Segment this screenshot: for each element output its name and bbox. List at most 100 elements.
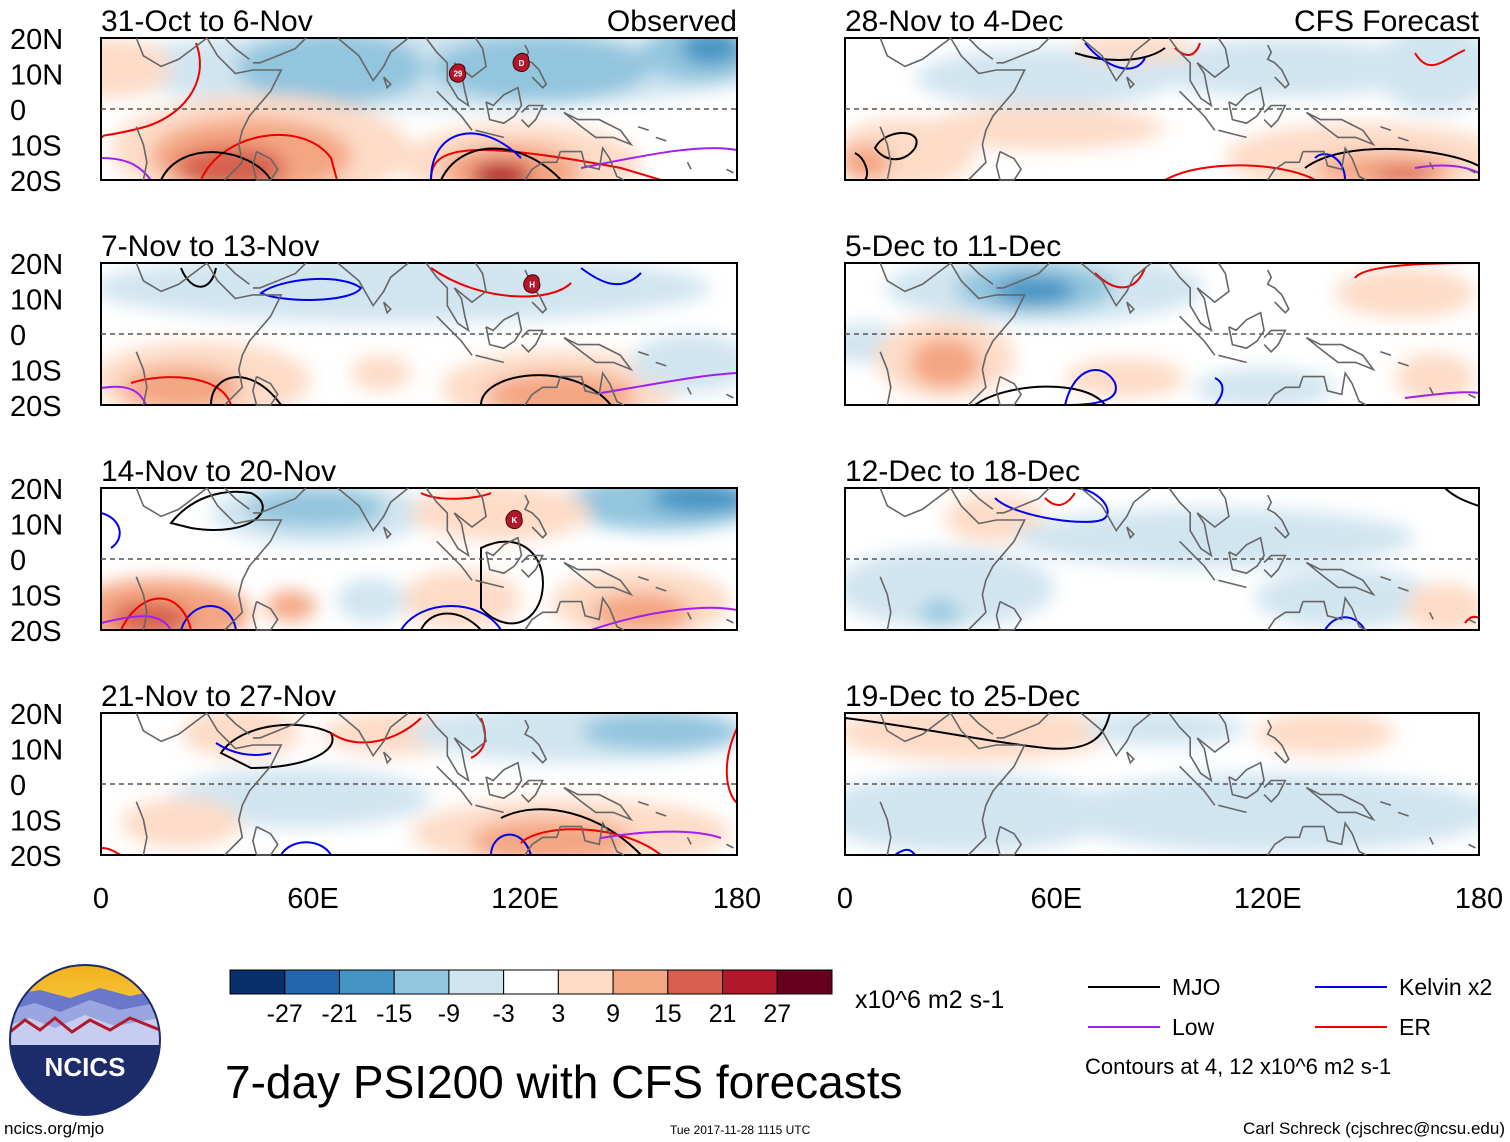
coastline — [1380, 351, 1392, 357]
coastline — [1179, 765, 1216, 806]
coastline — [1468, 168, 1476, 174]
coastline — [475, 129, 504, 139]
coastline — [560, 820, 625, 856]
coastline — [637, 801, 649, 807]
map-panel: 12-Dec to 18-Dec — [844, 455, 1480, 631]
coastline — [224, 262, 250, 285]
storm-label: H — [529, 280, 535, 289]
map-panel: 28-Nov to 4-Dec CFS Forecast — [844, 5, 1480, 181]
coastline — [1468, 843, 1476, 849]
latitude-labels: 20N10N010S20S20N10N010S20S20N10N010S20S2… — [10, 24, 63, 873]
coastline — [1263, 554, 1287, 578]
lat-tick-label: 0 — [10, 770, 26, 802]
coastline — [425, 262, 487, 333]
coastline — [337, 262, 409, 308]
coastline — [475, 354, 504, 364]
coastline — [524, 151, 562, 181]
coastline — [879, 262, 952, 293]
colorbar-swatch — [338, 969, 395, 995]
coastline — [485, 536, 523, 575]
coastline — [1266, 44, 1290, 89]
panel-title: 7-Nov to 13-Nov — [101, 230, 319, 263]
coastline — [996, 37, 1050, 64]
coastline — [135, 262, 208, 293]
coastline — [1080, 262, 1152, 308]
colorbar-label: 9 — [606, 1000, 620, 1028]
coastline — [1228, 311, 1265, 350]
coastline — [135, 126, 148, 181]
colorbar: -27 -21 -15 -9 -3 3 9 15 21 27 — [229, 969, 833, 1028]
coastline — [1179, 540, 1216, 581]
forecast-label: CFS Forecast — [1294, 5, 1480, 38]
coastline — [560, 145, 625, 181]
coastline — [1302, 145, 1367, 181]
panel-title: 28-Nov to 4-Dec — [845, 5, 1063, 38]
coastline — [563, 336, 634, 372]
panel-title: 19-Dec to 25-Dec — [845, 680, 1080, 713]
coastline — [224, 712, 250, 735]
coastline — [560, 595, 625, 631]
colorbar-label: -15 — [376, 1000, 412, 1028]
observed-label: Observed — [607, 5, 737, 38]
lat-tick-label: 0 — [10, 545, 26, 577]
lon-tick-label: 60E — [1030, 883, 1082, 915]
coastline — [996, 712, 1050, 739]
coastline — [560, 370, 625, 406]
legend-item: Low — [1088, 1014, 1215, 1040]
coastline — [337, 487, 409, 533]
colorbar-label: 27 — [763, 1000, 791, 1028]
coastline — [1305, 786, 1376, 822]
map-panel: 19-Dec to 25-Dec — [844, 680, 1480, 856]
coastline — [337, 37, 409, 83]
coastline — [1428, 386, 1434, 395]
coastline — [252, 600, 279, 631]
coastline — [1168, 487, 1230, 558]
coastline — [485, 86, 523, 125]
coastline — [1168, 37, 1230, 108]
coastline — [485, 311, 523, 350]
coastline — [637, 126, 649, 132]
storm-label: 29 — [453, 70, 462, 79]
coastline — [337, 712, 409, 758]
legend-label: Kelvin x2 — [1399, 974, 1492, 1000]
colorbar-swatch — [448, 969, 505, 995]
coastline — [1267, 601, 1304, 631]
coastline — [224, 487, 250, 510]
coastline — [206, 712, 283, 856]
coastline — [563, 786, 634, 822]
lat-tick-label: 20S — [10, 391, 62, 423]
map-panel: 21-Nov to 27-Nov — [100, 680, 738, 856]
coastline — [1305, 111, 1376, 147]
colorbar-units: x10^6 m2 s-1 — [855, 986, 1004, 1014]
lat-tick-label: 10S — [10, 131, 62, 163]
coastline — [563, 111, 634, 147]
lat-tick-label: 20S — [10, 166, 62, 198]
lon-tick-label: 60E — [287, 883, 339, 915]
coastline — [523, 719, 548, 764]
legend-item: MJO — [1088, 974, 1221, 1000]
coastline — [879, 487, 952, 518]
lat-tick-label: 0 — [10, 320, 26, 352]
logo-text: NCICS — [45, 1052, 126, 1082]
lat-tick-label: 20N — [10, 474, 63, 506]
panel-title: 14-Nov to 20-Nov — [101, 455, 336, 488]
coastline — [1468, 618, 1476, 624]
lat-tick-label: 20N — [10, 24, 63, 56]
coastline — [637, 576, 649, 582]
colorbar-swatch — [612, 969, 669, 995]
legend-label: Low — [1172, 1014, 1215, 1040]
coastline — [995, 825, 1023, 856]
coastline — [686, 161, 692, 170]
colorbar-label: -3 — [493, 1000, 515, 1028]
ncics-logo — [10, 965, 160, 1115]
logo-ring — [9, 964, 161, 1116]
coastline — [1168, 262, 1230, 333]
map-panel: 5-Dec to 11-Dec — [844, 230, 1480, 406]
footer-timestamp: Tue 2017-11-28 1115 UTC — [670, 1123, 811, 1137]
coastline — [950, 487, 1026, 631]
coastline — [1263, 329, 1287, 353]
map-panel: 7-Nov to 13-Nov — [100, 230, 738, 406]
storm-marker: H — [523, 274, 541, 294]
coastline — [1228, 761, 1265, 800]
